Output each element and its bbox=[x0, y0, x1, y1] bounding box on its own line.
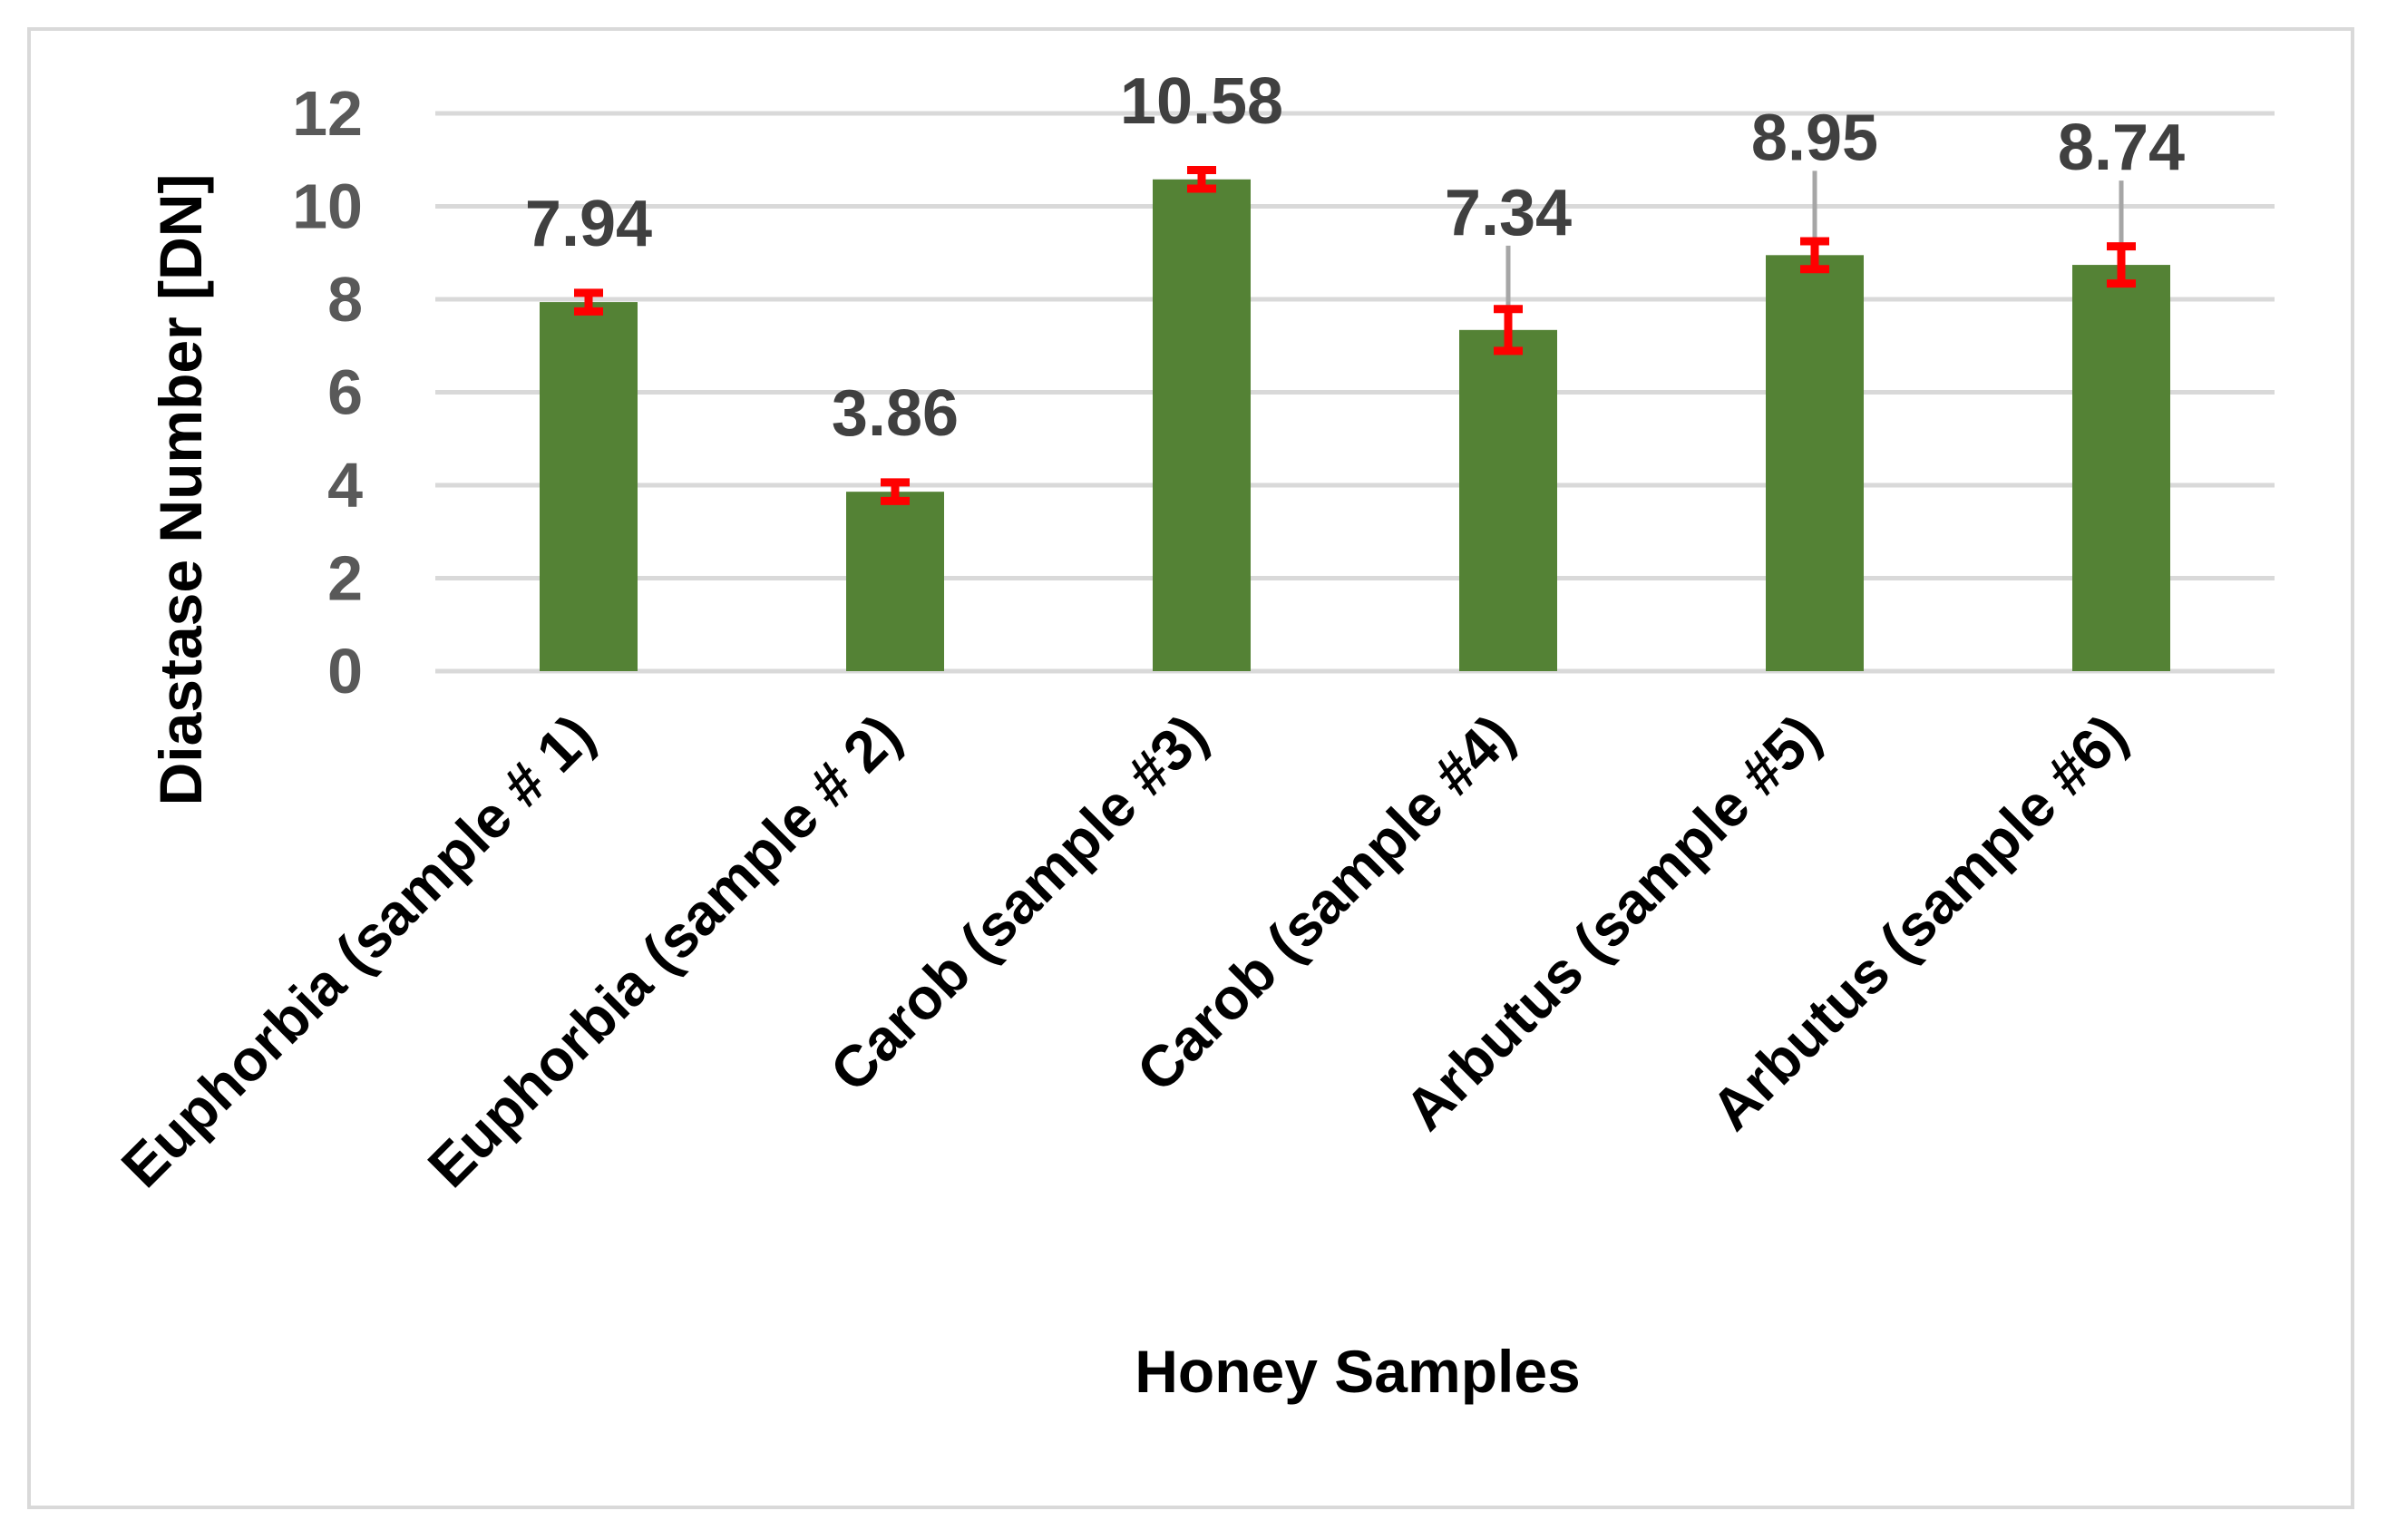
y-axis-title: Diastase Number [DN] bbox=[147, 174, 214, 806]
gridlines bbox=[435, 111, 2275, 674]
y-tick-label: 4 bbox=[327, 450, 363, 521]
category-labels: Euphorbia (sample # 1)Euphorbia (sample … bbox=[109, 702, 2139, 1200]
y-tick-label: 12 bbox=[292, 78, 363, 149]
error-bars bbox=[574, 166, 2136, 505]
x-axis-title: Honey Samples bbox=[1135, 1338, 1581, 1405]
data-label: 8.74 bbox=[2058, 112, 2185, 184]
bar bbox=[846, 492, 944, 671]
data-labels: 7.94 3.86 10.58 7.34 8.95 8.74 bbox=[525, 65, 2185, 450]
data-label: 10.58 bbox=[1120, 65, 1283, 138]
bar bbox=[2072, 265, 2170, 671]
data-label: 8.95 bbox=[1751, 102, 1878, 174]
data-label: 3.86 bbox=[832, 377, 959, 450]
y-tick-label: 0 bbox=[327, 636, 363, 707]
data-label: 7.34 bbox=[1445, 177, 1572, 249]
y-tick-label: 10 bbox=[292, 171, 363, 242]
bar bbox=[1766, 255, 1864, 671]
data-label: 7.94 bbox=[525, 188, 652, 260]
bar bbox=[1459, 329, 1557, 671]
y-tick-label: 8 bbox=[327, 264, 363, 335]
y-tick-label: 6 bbox=[327, 357, 363, 428]
bar bbox=[540, 302, 638, 671]
y-axis-ticks: 0 2 4 6 8 10 12 bbox=[292, 78, 363, 707]
bars bbox=[540, 179, 2170, 671]
bar bbox=[1153, 179, 1251, 671]
y-tick-label: 2 bbox=[327, 543, 363, 614]
